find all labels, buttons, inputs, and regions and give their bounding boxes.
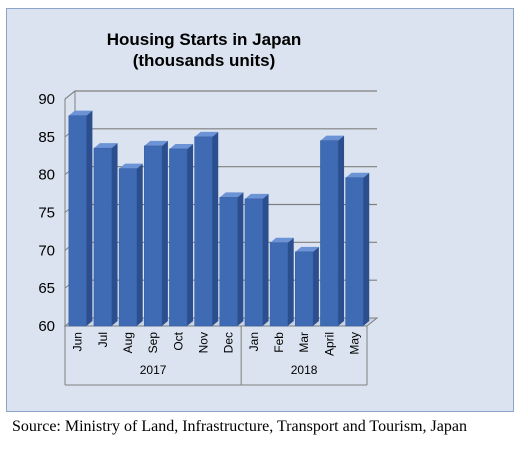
y-tick-label: 75 <box>38 205 55 222</box>
chart-title-line-1: Housing Starts in Japan <box>107 30 302 49</box>
x-tick-label: Jan <box>247 332 261 351</box>
bar <box>244 198 263 327</box>
x-tick-label: Dec <box>222 332 236 353</box>
bar <box>345 177 364 327</box>
bar-top <box>93 143 118 149</box>
y-tick-label: 80 <box>38 167 55 184</box>
x-tick-label: Sep <box>146 332 160 354</box>
bar-side <box>363 172 370 326</box>
bar <box>269 242 288 327</box>
x-tick-label: May <box>347 332 361 355</box>
y-tick-label: 85 <box>38 129 55 146</box>
bar-top <box>244 193 269 199</box>
bar <box>68 115 87 327</box>
chart-title-line-2: (thousands units) <box>133 51 276 70</box>
bar <box>194 136 213 327</box>
y-tick-label: 90 <box>38 91 55 108</box>
group-label: 2018 <box>291 363 318 377</box>
bar-side <box>262 193 269 326</box>
back-wall-edge <box>64 90 377 100</box>
y-tick-label: 70 <box>38 242 55 259</box>
plot-area: 60 65 70 75 80 85 90 Jun Jul Aug Sep Oct Nov Dec Jan Fe… <box>38 90 379 386</box>
bar-side <box>136 163 143 326</box>
group-label: 2017 <box>140 363 167 377</box>
y-tick-label: 65 <box>38 280 55 297</box>
x-tick-label: Feb <box>272 332 286 353</box>
bar-top <box>345 172 370 178</box>
bar-side <box>212 131 219 326</box>
bar-side <box>312 246 319 326</box>
x-tick-label: Oct <box>171 331 185 350</box>
bar-side <box>287 237 294 326</box>
bar-side <box>161 140 168 326</box>
bar-top <box>295 246 319 252</box>
bar-top <box>144 140 168 146</box>
x-tick-label: Mar <box>297 332 311 353</box>
bar-side <box>338 135 345 326</box>
bar <box>320 140 339 327</box>
x-tick-label: Aug <box>121 332 135 353</box>
y-tick-label: 60 <box>38 318 55 335</box>
bar-top <box>119 163 143 169</box>
bar-side <box>187 143 194 326</box>
bar-side <box>86 110 93 326</box>
bar-top <box>219 192 244 198</box>
x-tick-label: Jul <box>96 332 110 347</box>
x-tick-label: Jun <box>71 332 85 351</box>
bar <box>93 147 112 327</box>
chart-frame: Housing Starts in Japan (thousands units… <box>6 8 514 412</box>
bar <box>219 197 238 327</box>
bar <box>118 168 137 327</box>
bar <box>169 148 188 327</box>
source-note: Source: Ministry of Land, Infrastructure… <box>12 418 467 435</box>
bar-top <box>68 110 93 116</box>
bar-top <box>194 131 219 137</box>
x-tick-label: Nov <box>196 332 210 353</box>
bar-side <box>237 192 244 326</box>
housing-starts-chart: Housing Starts in Japan (thousands units… <box>38 30 379 386</box>
bar-top <box>320 135 345 141</box>
gridline-depth <box>64 90 76 100</box>
bar <box>295 251 314 327</box>
bar <box>144 145 163 327</box>
bar-side <box>111 143 118 326</box>
bar-top <box>270 237 294 243</box>
x-tick-label: April <box>322 332 336 356</box>
bar-top <box>169 143 194 149</box>
